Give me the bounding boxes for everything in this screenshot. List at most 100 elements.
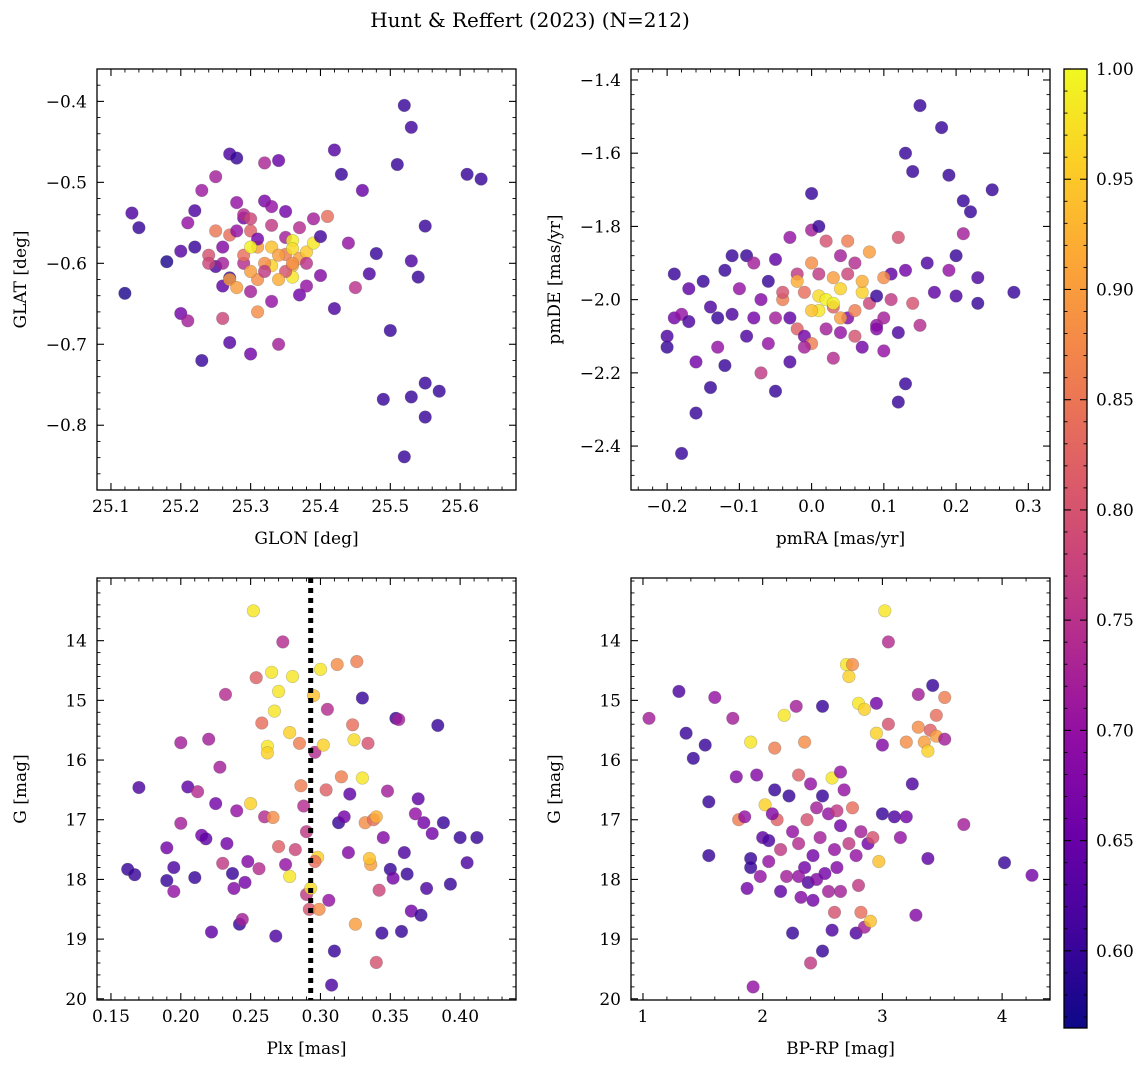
data-point: [341, 845, 356, 860]
data-point: [725, 249, 739, 263]
x-tick-label: 0.2: [943, 497, 970, 517]
data-point: [909, 908, 923, 922]
data-point: [337, 810, 351, 824]
y-tick-label: −0.5: [46, 173, 87, 193]
data-point: [362, 267, 376, 281]
y-tick-label: −0.4: [46, 92, 87, 112]
data-point: [299, 256, 314, 270]
data-point: [188, 240, 202, 254]
data-point: [826, 271, 840, 285]
data-point: [815, 944, 830, 958]
data-point: [782, 789, 796, 803]
data-point: [869, 322, 884, 336]
data-point: [833, 765, 848, 779]
data-point: [230, 196, 244, 210]
data-point: [790, 274, 804, 288]
data-point: [199, 832, 213, 846]
data-point: [957, 817, 971, 832]
data-point: [806, 893, 820, 907]
data-point: [418, 219, 432, 233]
data-point: [283, 869, 297, 884]
data-point: [132, 780, 146, 795]
data-point: [833, 311, 848, 325]
data-point: [963, 205, 978, 219]
colorbar-frame: [1063, 68, 1088, 1029]
data-point: [791, 768, 806, 782]
data-point: [325, 978, 339, 992]
data-point: [230, 804, 244, 818]
data-point: [949, 249, 963, 263]
x-tick-label: −0.1: [719, 497, 760, 517]
data-point: [750, 768, 764, 782]
y-axis-label: G [mag]: [545, 754, 565, 823]
data-point: [891, 395, 905, 409]
data-point: [851, 878, 866, 893]
y-tick-label: −1.4: [580, 71, 621, 91]
y-tick-label: 20: [65, 990, 87, 1010]
data-point: [884, 293, 898, 307]
data-point: [849, 848, 863, 863]
data-point: [927, 285, 942, 299]
colorbar-tick-label: 0.65: [1096, 832, 1134, 852]
data-point: [369, 810, 383, 824]
data-point: [842, 836, 856, 851]
y-tick-label: 17: [65, 811, 87, 831]
data-point: [181, 216, 195, 230]
data-point: [220, 836, 234, 851]
data-point: [920, 256, 934, 270]
x-axis-label: BP-RP [mag]: [786, 1039, 895, 1059]
data-point: [460, 167, 474, 181]
data-point: [768, 783, 782, 797]
x-tick-label: 0.3: [1015, 497, 1042, 517]
data-point: [881, 717, 896, 731]
x-axis-label: GLON [deg]: [254, 529, 358, 549]
data-point: [327, 944, 342, 958]
data-point: [872, 854, 886, 869]
data-point: [202, 732, 216, 746]
data-point: [906, 164, 920, 179]
data-point: [841, 267, 855, 281]
data-point: [195, 353, 209, 368]
data-point: [260, 746, 275, 760]
data-point: [762, 833, 776, 848]
data-point: [833, 884, 848, 899]
data-point: [397, 98, 411, 112]
panel-color-magnitude: 1 2 3 4 14 15 16 17 18 19 20 BP-RP [mag] G [mag]: [545, 577, 1051, 1059]
y-tick-label: −0.8: [46, 416, 87, 436]
colorbar: 0.60 0.65 0.70 0.75 0.80 0.85 0.90 0.95 1.00: [1063, 60, 1134, 1029]
chart-title: Hunt & Reffert (2023) (N=212): [370, 8, 690, 32]
data-point: [181, 314, 195, 328]
data-point: [783, 311, 797, 325]
x-tick-label: 1: [638, 1007, 649, 1027]
scatter-points: [121, 604, 484, 992]
data-point: [768, 384, 783, 398]
scatter-points: [660, 98, 1021, 461]
data-point: [744, 860, 758, 875]
data-point: [209, 170, 223, 184]
data-point: [855, 340, 869, 354]
x-axis-label: pmRA [mas/yr]: [776, 529, 905, 549]
data-point: [327, 302, 342, 316]
data-point: [404, 120, 418, 134]
data-point: [453, 830, 467, 845]
data-point: [783, 355, 797, 369]
data-point: [899, 810, 913, 824]
colorbar-tick-label: 0.60: [1096, 942, 1134, 962]
data-point: [160, 255, 174, 269]
data-point: [443, 877, 458, 891]
data-point: [285, 256, 300, 270]
data-point: [738, 810, 752, 824]
data-point: [833, 326, 848, 340]
data-point: [167, 860, 181, 875]
data-point: [926, 678, 940, 693]
data-point: [313, 230, 328, 244]
data-point: [696, 274, 710, 288]
data-point: [758, 798, 772, 812]
data-point: [347, 733, 361, 747]
data-point: [251, 305, 265, 319]
data-point: [227, 881, 241, 896]
data-point: [375, 926, 389, 940]
data-point: [272, 248, 286, 262]
data-point: [355, 183, 370, 197]
y-tick-label: 15: [599, 691, 621, 711]
